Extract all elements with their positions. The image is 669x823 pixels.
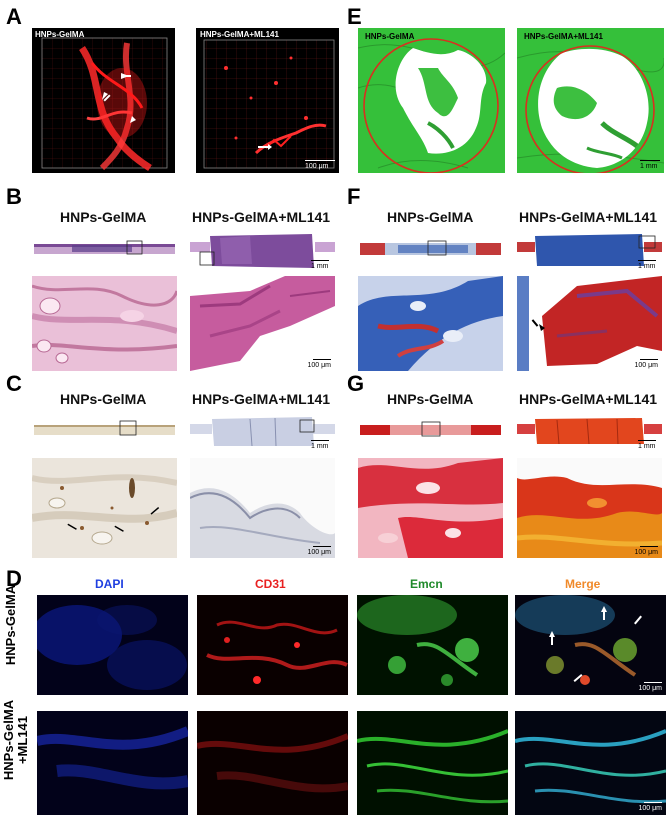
panel-b-left-overview — [32, 230, 177, 270]
panel-f-left-masson-zoom — [358, 276, 503, 371]
panel-d-row2-emcn — [357, 711, 508, 815]
panel-e-left-microct — [358, 28, 505, 173]
panel-c-left-title: HNPs-GelMA — [60, 391, 147, 407]
panel-b-right-zoom: 100 μm — [190, 276, 335, 371]
panel-e-left-label: HNPs-GelMA — [365, 32, 415, 41]
panel-d-row2-dapi — [37, 711, 188, 815]
panel-a-scale-bar: 100 μm — [305, 160, 335, 170]
panel-a-right-vessel-render — [203, 39, 335, 169]
panel-f-right-masson-zoom — [517, 276, 662, 371]
panel-g-left-overview — [358, 412, 503, 450]
panel-f-right-zoom: 100 μm — [517, 276, 662, 371]
panel-f-overview-scale: 1 mm — [638, 260, 656, 270]
channel-label-cd31: CD31 — [255, 577, 286, 591]
panel-g-left-stain-section — [360, 421, 501, 437]
panel-g-right-stain-section — [517, 418, 662, 445]
panel-c-left-overview — [32, 412, 177, 450]
panel-g-right-zoom: 100 μm — [517, 458, 662, 558]
panel-f-right-title: HNPs-GelMA+ML141 — [519, 209, 658, 225]
panel-d-row2-emcn-field — [357, 711, 508, 815]
panel-e-right-label: HNPs-GelMA+ML141 — [524, 32, 603, 41]
panel-e-right-image: HNPs-GelMA+ML141 1 mm — [517, 28, 664, 173]
panel-e-left-image: HNPs-GelMA — [358, 28, 505, 173]
panel-letter-b: B — [6, 184, 22, 209]
panel-letter-c: C — [6, 371, 22, 396]
panel-b-right-overview: 1 mm — [190, 230, 335, 270]
panel-b-overview-scale: 1 mm — [311, 260, 329, 270]
panel-f-right-overview: 1 mm — [517, 230, 662, 270]
panel-c-overview-scale: 1 mm — [311, 440, 329, 450]
panel-d-row1-scale: 100 μm — [639, 682, 662, 692]
panel-f-left-zoom — [358, 276, 503, 371]
panel-f-left-masson-section — [360, 240, 501, 256]
panel-c-left-zoom — [32, 458, 177, 558]
panel-c-right-ihc-zoom — [190, 458, 335, 558]
panel-g-zoom-scale: 100 μm — [635, 546, 658, 556]
row-label-hnps-gelma-ml141: HNPs-GelMA +ML141 — [1, 699, 30, 781]
panel-c-zoom-scale: 100 μm — [308, 546, 331, 556]
panel-g-overview-scale: 1 mm — [638, 440, 656, 450]
panel-b-right-he-zoom — [190, 276, 335, 371]
panel-letter-e: E — [347, 4, 362, 29]
panel-d-row1-cd31-field — [197, 595, 348, 695]
row-label-hnps-gelma: HNPs-GelMA — [3, 584, 18, 666]
panel-letter-f: F — [347, 184, 361, 209]
panel-b-right-he-section — [190, 234, 335, 268]
panel-d-row1-dapi-field — [37, 595, 188, 695]
panel-a-left-image: HNPs-GelMA — [32, 28, 175, 173]
panel-d-row2-cd31 — [197, 711, 348, 815]
panel-b-left-title: HNPs-GelMA — [60, 209, 147, 225]
panel-g-left-zoom — [358, 458, 503, 558]
panel-c-right-overview: 1 mm — [190, 412, 335, 450]
panel-d-row1-emcn — [357, 595, 508, 695]
panel-letter-g: G — [347, 371, 365, 396]
panel-d-row2-merge-field — [515, 711, 666, 815]
panel-f-left-title: HNPs-GelMA — [387, 209, 474, 225]
channel-label-merge: Merge — [565, 577, 601, 591]
panel-letter-a: A — [6, 4, 22, 29]
panel-d-row2-scale: 100 μm — [639, 802, 662, 812]
panel-b-left-he-zoom — [32, 276, 177, 371]
panel-d-row2-dapi-field — [37, 711, 188, 815]
panel-b-zoom-scale: 100 μm — [308, 359, 331, 369]
panel-d-row2-cd31-field — [197, 711, 348, 815]
channel-label-emcn: Emcn — [410, 577, 443, 591]
panel-letter-d: D — [6, 566, 22, 591]
panel-g-right-overview: 1 mm — [517, 412, 662, 450]
panel-b-left-zoom — [32, 276, 177, 371]
panel-d-row1-merge-field — [515, 595, 666, 695]
panel-g-left-title: HNPs-GelMA — [387, 391, 474, 407]
panel-d-row1-cd31 — [197, 595, 348, 695]
panel-b-right-title: HNPs-GelMA+ML141 — [192, 209, 331, 225]
panel-c-right-title: HNPs-GelMA+ML141 — [192, 391, 331, 407]
panel-g-right-stain-zoom — [517, 458, 662, 558]
panel-a-left-vessel-render — [41, 37, 168, 171]
panel-d-row1-merge: 100 μm — [515, 595, 666, 695]
panel-e-scale-bar: 1 mm — [640, 160, 660, 170]
channel-label-dapi: DAPI — [95, 577, 124, 591]
panel-g-left-stain-zoom — [358, 458, 503, 558]
panel-f-right-masson-section — [517, 234, 662, 266]
panel-g-right-title: HNPs-GelMA+ML141 — [519, 391, 658, 407]
panel-a-left-label: HNPs-GelMA — [35, 30, 85, 39]
panel-d-row1-dapi — [37, 595, 188, 695]
panel-d-row2-merge: 100 μm — [515, 711, 666, 815]
panel-a-right-label: HNPs-GelMA+ML141 — [200, 30, 279, 39]
panel-e-right-microct — [517, 28, 664, 173]
panel-c-left-ihc-section — [34, 420, 175, 436]
panel-c-left-ihc-zoom — [32, 458, 177, 558]
panel-d-row1-emcn-field — [357, 595, 508, 695]
panel-c-right-zoom: 100 μm — [190, 458, 335, 558]
panel-b-left-he-section — [34, 240, 175, 255]
panel-c-right-ihc-section — [190, 417, 335, 447]
panel-f-left-overview — [358, 230, 503, 270]
panel-f-zoom-scale: 100 μm — [635, 359, 658, 369]
panel-a-right-image: HNPs-GelMA+ML141 100 μm — [196, 28, 339, 173]
